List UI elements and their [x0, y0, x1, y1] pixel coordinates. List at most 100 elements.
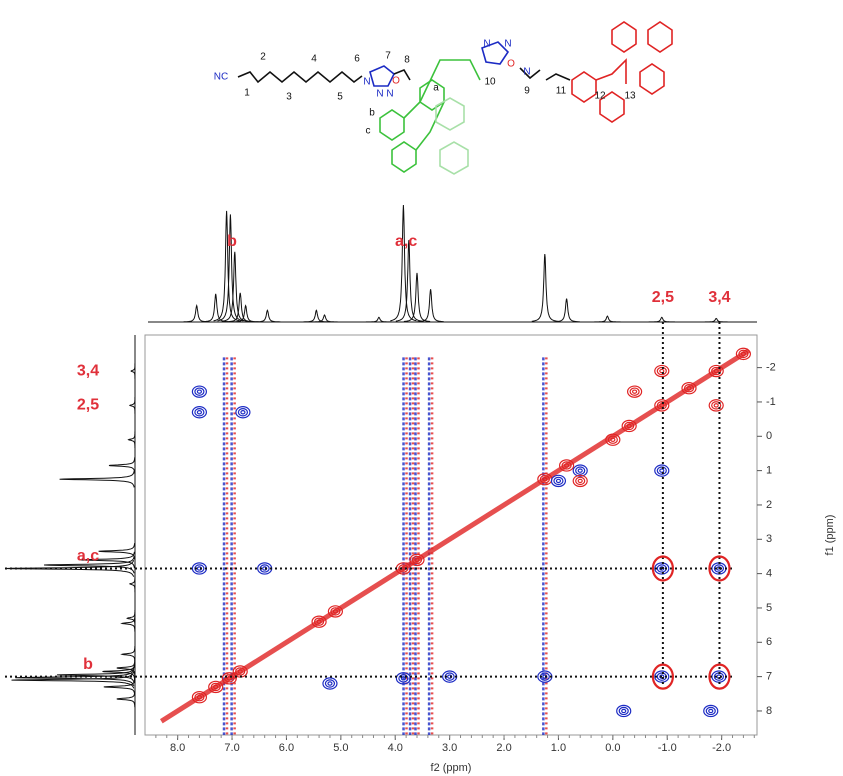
cross-peak — [654, 562, 670, 575]
left-projection-peak — [120, 615, 136, 632]
cross-peak — [237, 408, 249, 417]
cross-peak — [539, 475, 550, 484]
cross-peak — [235, 667, 246, 676]
left-projection-peak — [130, 362, 136, 380]
cross-peak — [654, 464, 670, 477]
structure-label: N — [483, 39, 490, 50]
cross-peak — [686, 386, 692, 391]
structure-label: N — [363, 77, 370, 88]
cross-peak — [738, 349, 749, 359]
top-projection-peak — [594, 315, 621, 323]
cross-peak — [705, 706, 716, 716]
x-tick-label: 1.0 — [551, 742, 566, 754]
top-annotation: a,c — [395, 233, 417, 250]
x-tick-label: 4.0 — [388, 742, 403, 754]
cross-peak — [311, 615, 327, 628]
cross-peak — [561, 461, 572, 470]
cross-peak — [681, 382, 697, 395]
top-projection-peak — [202, 293, 229, 323]
structure-label: N — [504, 39, 511, 50]
top-annotation: 2,5 — [652, 289, 674, 306]
cross-peak — [626, 423, 632, 429]
structure-label: 13 — [624, 91, 636, 102]
cross-peak — [624, 421, 635, 431]
cross-peak — [194, 564, 205, 573]
top-projection-peak — [221, 251, 248, 322]
structure-label: 7 — [385, 51, 391, 62]
left-projection-peak — [15, 669, 135, 686]
y-tick-label: 0 — [766, 430, 772, 442]
cross-peak — [713, 403, 719, 408]
cross-peak — [659, 403, 665, 408]
top-projection-peak — [553, 298, 580, 323]
cross-peak — [618, 706, 629, 716]
cross-peak — [711, 401, 722, 410]
cross-peak — [563, 463, 570, 468]
cross-peak — [542, 477, 548, 482]
cross-peak — [558, 459, 575, 472]
structure-label: 11 — [556, 86, 567, 97]
cross-peak — [607, 435, 618, 444]
cross-peak — [327, 681, 333, 686]
cross-peak — [414, 557, 420, 563]
left-projection-peak — [56, 666, 135, 684]
cross-peak — [224, 674, 235, 683]
cross-peak — [221, 672, 237, 685]
left-projection-peak — [116, 690, 136, 708]
structure-label: 6 — [354, 54, 360, 65]
cross-peak — [398, 674, 409, 683]
cross-peak — [316, 619, 322, 624]
cross-peak — [208, 680, 224, 694]
top-projection-peak — [648, 316, 675, 323]
top-projection-peak — [417, 289, 444, 323]
cross-peak — [616, 704, 632, 718]
structure-label: 10 — [484, 77, 496, 88]
cross-peak — [235, 406, 251, 419]
left-projection-peak — [128, 575, 136, 593]
top-projection-peak — [390, 204, 417, 322]
cross-peak — [572, 464, 588, 477]
y-tick-label: 2 — [766, 499, 772, 511]
cross-peak — [237, 669, 243, 674]
cross-peak — [572, 474, 588, 488]
cross-peak — [713, 368, 719, 374]
left-projection-peak — [43, 556, 135, 574]
cross-peak — [708, 364, 724, 378]
cross-peak — [194, 693, 205, 702]
top-projection-peak — [365, 316, 392, 323]
x-tick-label: 6.0 — [279, 742, 294, 754]
cross-peak — [322, 677, 338, 690]
cross-peak — [683, 384, 695, 393]
structure-label: 4 — [311, 54, 317, 65]
structure-label: 5 — [337, 92, 343, 103]
left-projection-peak — [126, 610, 136, 627]
cross-peak — [621, 708, 627, 714]
top-projection-peak — [227, 292, 254, 323]
structure-label: N — [386, 89, 393, 100]
structure-label: NC — [214, 72, 228, 83]
cross-peak — [194, 408, 205, 417]
structure-label: 3 — [286, 92, 292, 103]
cross-peak — [409, 553, 425, 567]
top-projection-peak — [217, 214, 244, 322]
cross-peak — [659, 468, 665, 473]
x-tick-label: -1.0 — [658, 742, 677, 754]
top-projection-peak — [254, 309, 281, 323]
y-tick-label: 4 — [766, 568, 772, 580]
cross-peak — [213, 684, 219, 690]
structure-label: 9 — [524, 86, 530, 97]
left-annotation: 2,5 — [77, 397, 99, 414]
cross-peak — [196, 410, 202, 415]
left-projection-peak — [103, 678, 136, 696]
left-annotation: a,c — [77, 548, 99, 565]
left-projection-peak — [108, 457, 136, 474]
structure-label: 8 — [404, 55, 410, 66]
top-projection-peak — [703, 317, 730, 323]
x-tick-label: 7.0 — [224, 742, 239, 754]
structure-label: c — [366, 126, 371, 137]
cross-peak — [621, 419, 637, 433]
left-projection-peak — [120, 646, 136, 663]
highlight-circle — [651, 663, 674, 690]
structure-label: 1 — [244, 88, 250, 99]
cross-peak — [196, 695, 202, 700]
